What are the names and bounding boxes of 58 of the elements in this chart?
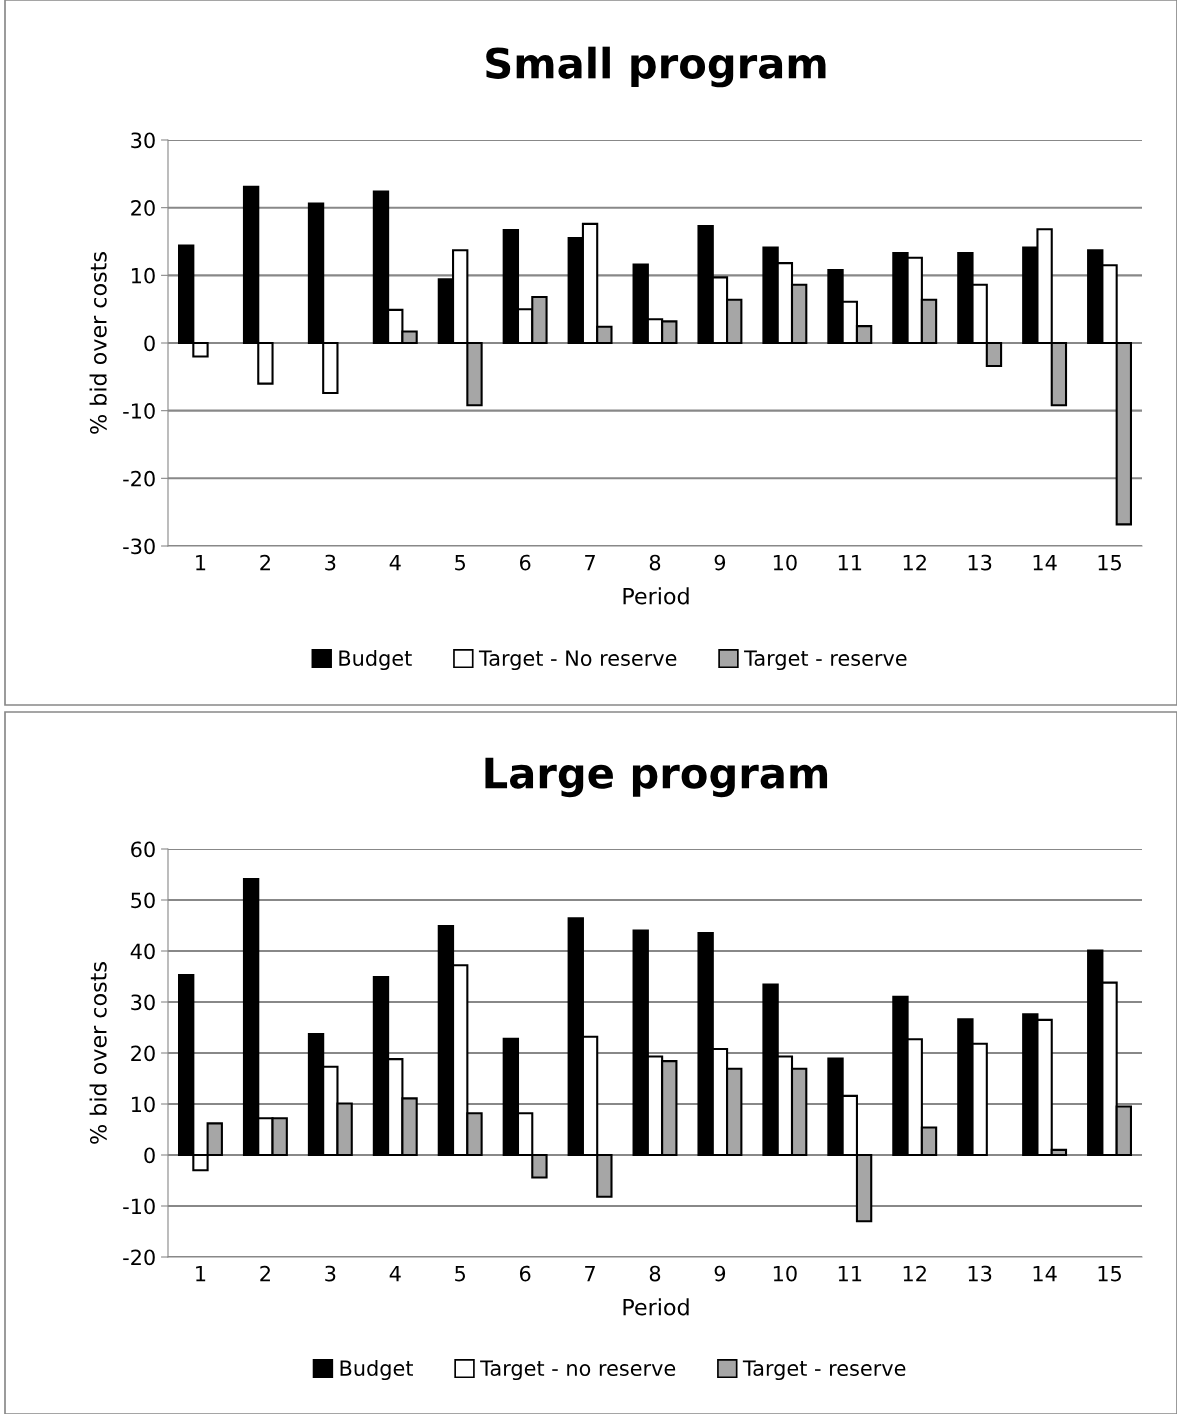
legend-label: Target - No reserve [478,650,677,671]
x-axis-title: Period [623,587,689,605]
x-axis-title: Period [623,1298,689,1316]
legend-label: Target - reserve [742,1360,906,1381]
x-tick-label: 10 [773,554,797,571]
x-tick-label: 11 [838,554,862,571]
x-tick-label: 12 [903,1265,926,1282]
x-tick-label: 5 [455,554,466,571]
x-tick-label: 12 [903,554,926,571]
y-tick-label: 30 [131,132,155,149]
y-tick-label: 50 [131,892,155,909]
x-tick-label: 13 [968,554,992,571]
x-tick-label: 10 [773,1265,797,1282]
y-tick-label: 0 [144,1147,155,1164]
x-tick-label: 4 [389,1265,401,1282]
x-tick-label: 9 [714,554,726,571]
y-tick-label: 10 [131,267,155,284]
y-axis-title: % bid over costs [89,252,107,434]
y-tick-label: -10 [123,403,155,419]
y-tick-label: 20 [131,200,155,216]
x-tick-label: 2 [260,1265,270,1282]
legend-label: Budget [339,649,412,671]
x-tick-label: 14 [1033,1265,1057,1282]
legend-label: Budget [340,1359,413,1381]
y-tick-label: 20 [131,1045,155,1062]
x-tick-label: 2 [260,554,270,571]
x-tick-label: 7 [585,554,595,571]
y-tick-label: 30 [131,994,155,1011]
x-tick-label: 8 [649,554,661,571]
x-tick-label: 6 [519,554,531,571]
x-tick-label: 9 [714,1265,726,1282]
legend-label: Target - no reserve [480,1360,676,1381]
x-tick-label: 13 [968,1265,992,1282]
x-tick-label: 15 [1098,554,1121,571]
y-tick-label: -10 [123,1198,155,1215]
x-tick-label: 3 [325,1265,336,1282]
x-tick-label: 14 [1033,554,1057,571]
x-tick-label: 15 [1098,1265,1121,1282]
x-tick-label: 1 [196,1265,206,1282]
x-tick-label: 8 [649,1265,661,1282]
x-tick-label: 3 [325,554,336,571]
x-tick-label: 1 [196,554,206,571]
chart-title: Large program [485,757,828,798]
y-tick-label: -30 [123,538,155,555]
x-tick-label: 4 [389,554,401,571]
y-tick-label: 0 [144,335,155,352]
x-tick-label: 6 [519,1265,531,1282]
x-tick-label: 5 [455,1265,466,1282]
y-tick-label: 60 [131,841,155,858]
y-tick-label: 10 [131,1096,155,1113]
legend-label: Target - reserve [744,650,907,671]
x-tick-label: 11 [838,1265,862,1282]
chart-title: Small program [486,46,826,88]
y-tick-label: -20 [123,470,155,487]
y-tick-label: 40 [130,943,155,960]
x-tick-label: 7 [585,1265,595,1282]
y-tick-label: -20 [123,1249,155,1266]
y-axis-title: % bid over costs [89,962,107,1144]
